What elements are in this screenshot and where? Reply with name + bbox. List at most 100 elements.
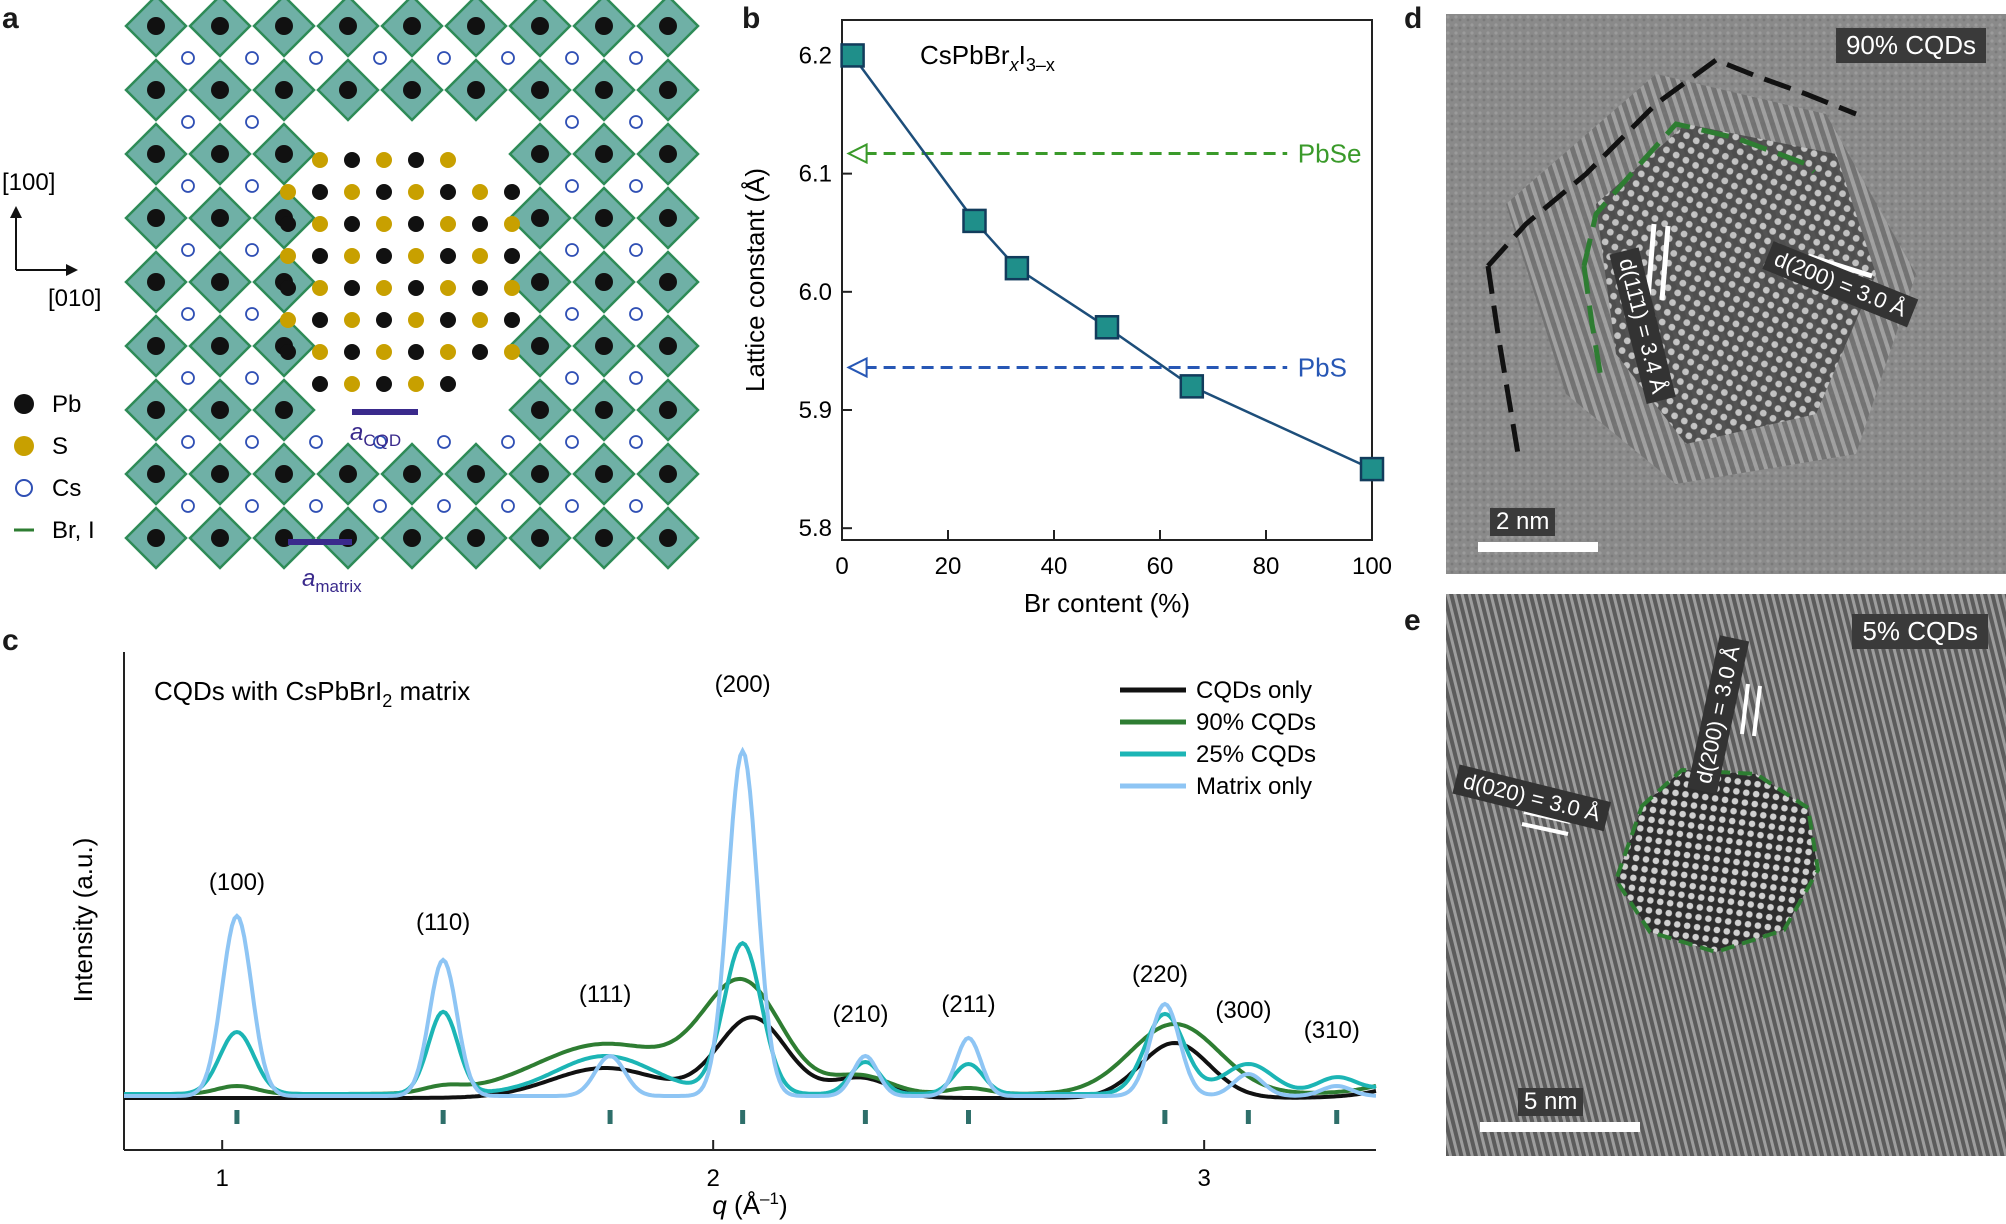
s-atom: [440, 344, 456, 360]
pb-atom: [312, 376, 328, 392]
facet-outline-green: [1581, 121, 1816, 267]
peak-label: (210): [832, 1001, 888, 1028]
panel-label-e: e: [1404, 604, 1421, 637]
cs-atom: [629, 115, 643, 129]
chart-b-xlabel: Br content (%): [1024, 588, 1190, 618]
x-tick-label: 1: [216, 1165, 229, 1192]
s-atom: [344, 184, 360, 200]
s-atom: [376, 344, 392, 360]
x-tick-label: 3: [1197, 1165, 1210, 1192]
data-point: [1004, 255, 1030, 281]
legend-br-i-label: Br, I: [52, 517, 95, 544]
pb-atom: [147, 529, 165, 547]
cs-atom: [565, 243, 579, 257]
pb-atom: [275, 465, 293, 483]
pb-atom: [147, 81, 165, 99]
pb-atom: [339, 81, 357, 99]
pb-atom: [344, 280, 360, 296]
s-atom: [440, 152, 456, 168]
pb-atom: [339, 465, 357, 483]
s-atom: [472, 184, 488, 200]
s-atom: [408, 184, 424, 200]
cs-atom: [245, 371, 259, 385]
data-point: [962, 208, 987, 234]
cs-atom: [181, 371, 195, 385]
pb-atom: [376, 376, 392, 392]
pb-atom: [408, 280, 424, 296]
x-tick-label: 40: [1041, 553, 1068, 580]
cs-atom: [245, 243, 259, 257]
pb-atom: [211, 209, 229, 227]
cs-atom: [565, 499, 579, 513]
pb-atom: [531, 17, 549, 35]
s-atom: [472, 248, 488, 264]
x-tick-label: 100: [1352, 553, 1392, 580]
s-atom: [280, 248, 296, 264]
xrd-chart: 1 2 3 (100) (110) (111) (200) (210) (211) (220) (…: [68, 652, 1377, 1220]
pb-atom: [531, 529, 549, 547]
legend-label: 90% CQDs: [1196, 709, 1316, 736]
pb-atom: [595, 337, 613, 355]
pb-atom: [659, 529, 677, 547]
pb-atom: [467, 529, 485, 547]
s-atom: [376, 280, 392, 296]
s-atom: [440, 216, 456, 232]
cs-atom: [181, 115, 195, 129]
x-tick-label: 2: [706, 1165, 719, 1192]
s-atom: [408, 248, 424, 264]
pb-atom: [659, 273, 677, 291]
pb-atom: [211, 81, 229, 99]
pb-atom: [376, 184, 392, 200]
pb-atom: [595, 401, 613, 419]
y-tick-label: 6.1: [799, 161, 832, 188]
xrd-series-matrix-only: [124, 746, 1377, 1098]
s-atom: [408, 312, 424, 328]
tem-e-scalebar: [1480, 1122, 1640, 1132]
pb-atom: [595, 81, 613, 99]
s-atom: [504, 280, 520, 296]
xrd-series-90-cqds: [124, 976, 1377, 1096]
pb-atom: [472, 280, 488, 296]
pb-atom: [659, 465, 677, 483]
pb-atom: [280, 216, 296, 232]
cs-atom: [309, 51, 323, 65]
pb-atom: [595, 145, 613, 163]
pb-atom: [440, 184, 456, 200]
axis-100-label: [100]: [2, 169, 55, 196]
y-tick-label: 5.8: [799, 515, 832, 542]
pb-atom: [344, 216, 360, 232]
cs-atom: [565, 179, 579, 193]
legend-cs-label: Cs: [52, 475, 81, 502]
pb-atom: [531, 209, 549, 227]
cs-atom: [501, 51, 515, 65]
chart-b-title: CsPbBrxI3–x: [920, 40, 1055, 75]
s-atom: [312, 280, 328, 296]
pb-atom: [595, 465, 613, 483]
pb-atom: [403, 81, 421, 99]
a-cqd-label: aCQD: [350, 419, 401, 450]
pb-atom: [504, 248, 520, 264]
cs-atom: [565, 115, 579, 129]
a-matrix-label: amatrix: [302, 565, 362, 596]
cs-atom: [373, 499, 387, 513]
pb-atom: [440, 312, 456, 328]
pb-atom: [440, 376, 456, 392]
pb-atom: [312, 248, 328, 264]
cs-atom: [565, 307, 579, 321]
y-tick-label: 6.0: [799, 279, 832, 306]
data-point: [840, 43, 865, 68]
panel-label-b: b: [742, 2, 761, 35]
cs-atom: [245, 435, 259, 449]
legend-pb-marker: [14, 394, 34, 414]
pb-atom: [211, 465, 229, 483]
x-tick-label: 60: [1147, 553, 1174, 580]
pb-atom: [531, 401, 549, 419]
cs-atom: [565, 51, 579, 65]
cs-atom: [629, 51, 643, 65]
cs-atom: [181, 243, 195, 257]
pb-atom: [467, 465, 485, 483]
legend-label: Matrix only: [1196, 773, 1312, 800]
s-atom: [376, 152, 392, 168]
pb-atom: [659, 17, 677, 35]
pb-atom: [659, 145, 677, 163]
